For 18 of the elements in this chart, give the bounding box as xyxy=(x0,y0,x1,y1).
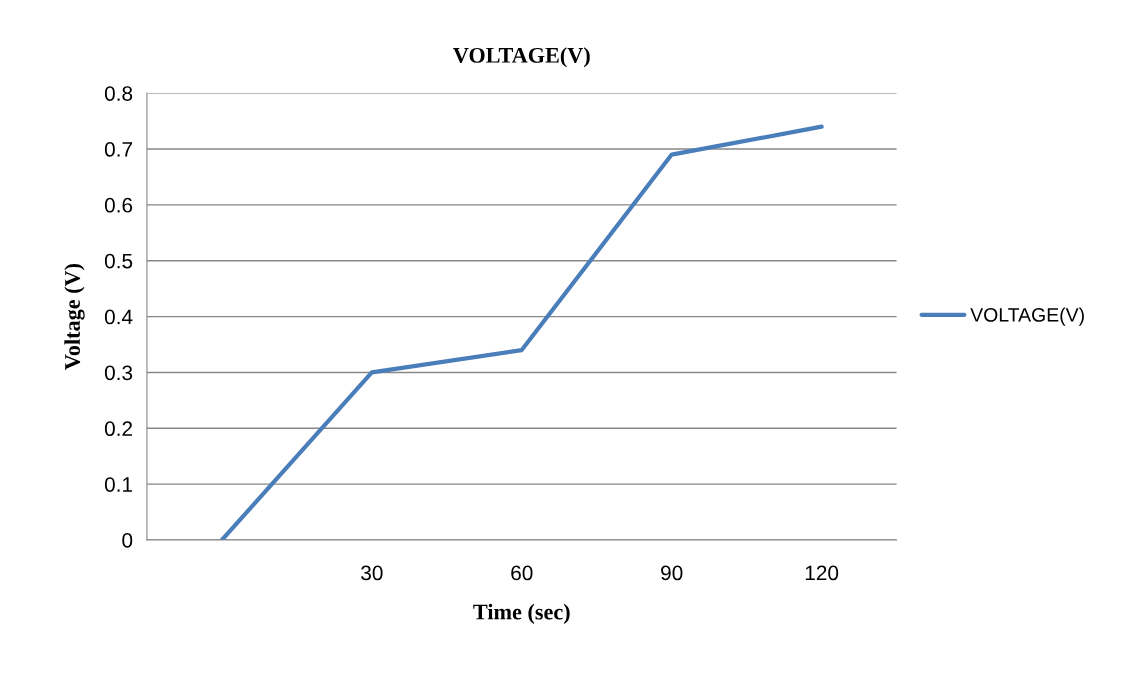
y-tick-label: 0.1 xyxy=(104,477,133,492)
y-tick-label: 0.4 xyxy=(104,309,133,325)
y-tick-label: 0.3 xyxy=(104,365,133,381)
y-tick-label: 0.6 xyxy=(104,197,133,213)
chart-title: VOLTAGE(V) xyxy=(453,47,590,68)
y-tick-label: 0.8 xyxy=(104,86,133,101)
legend-label: VOLTAGE(V) xyxy=(970,307,1084,326)
y-tick-label: 0.7 xyxy=(104,142,133,157)
line-series xyxy=(219,124,824,540)
x-tick-label: 90 xyxy=(661,565,683,581)
y-axis-title: Voltage (V) xyxy=(64,263,85,370)
y-tick-label: 0 xyxy=(122,533,133,548)
x-axis-title: Time (sec) xyxy=(473,603,570,625)
y-tick-label: 0.5 xyxy=(104,253,133,269)
x-tick-label: 30 xyxy=(361,565,383,581)
y-tick-label: 0.2 xyxy=(104,421,133,437)
x-tick-label: 60 xyxy=(511,565,533,581)
x-tick-label: 120 xyxy=(805,565,839,581)
